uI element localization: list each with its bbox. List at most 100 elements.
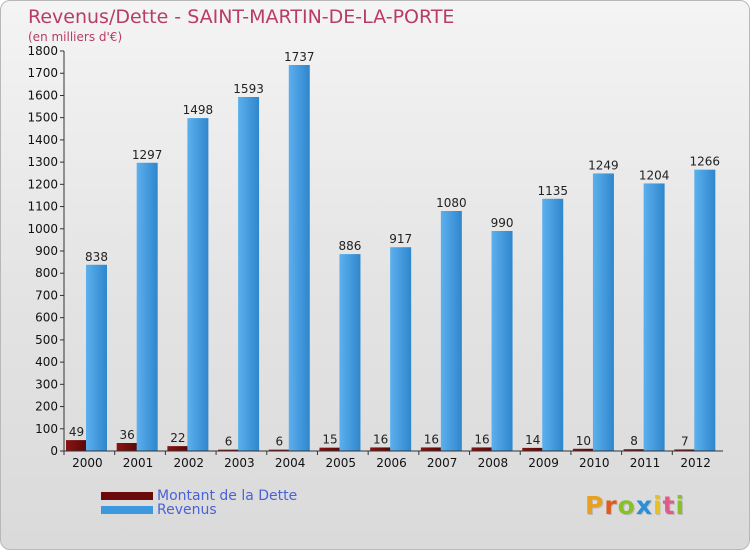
y-tick-label: 1800 xyxy=(27,44,58,58)
debt-value-label: 16 xyxy=(373,432,388,446)
revenue-bar xyxy=(288,65,310,451)
logo-letter: t xyxy=(662,491,676,520)
debt-bar xyxy=(623,449,645,451)
y-tick-label: 800 xyxy=(35,266,58,280)
bars-group: 49 838 36 1297 22 1498 6 1593 6 1737 15 886 16 917 16 1… xyxy=(66,50,720,451)
y-tick-label: 1400 xyxy=(27,133,58,147)
x-tick-label: 2011 xyxy=(630,456,661,470)
debt-value-label: 7 xyxy=(681,434,689,448)
chart-subtitle: (en milliers d'€) xyxy=(28,30,123,44)
y-tick-label: 500 xyxy=(35,333,58,347)
y-tick-label: 0 xyxy=(50,444,58,458)
y-tick-label: 400 xyxy=(35,355,58,369)
revenue-value-label: 1249 xyxy=(588,158,619,172)
debt-value-label: 15 xyxy=(322,433,337,447)
x-tick-label: 2012 xyxy=(680,456,711,470)
y-tick-label: 100 xyxy=(35,422,58,436)
proxiti-logo: Proxiti xyxy=(585,491,685,520)
x-tick-label: 2007 xyxy=(427,456,458,470)
logo-letter: i xyxy=(675,491,686,520)
revenue-value-label: 1593 xyxy=(233,82,264,96)
revenue-bar xyxy=(86,264,107,451)
revenue-bar xyxy=(390,247,412,451)
revenue-bar xyxy=(643,183,665,451)
debt-value-label: 49 xyxy=(69,425,84,439)
debt-bar xyxy=(167,446,189,451)
x-tick-label: 2006 xyxy=(376,456,407,470)
y-tick-label: 900 xyxy=(35,244,58,258)
revenue-bar xyxy=(592,173,614,451)
debt-value-label: 10 xyxy=(576,434,591,448)
legend-label-debt: Montant de la Dette xyxy=(157,487,298,504)
x-tick-label: 2001 xyxy=(123,456,154,470)
revenue-bar xyxy=(136,162,158,451)
x-tick-label: 2009 xyxy=(528,456,559,470)
y-tick-label: 1000 xyxy=(27,222,58,236)
logo-letter: x xyxy=(635,491,653,520)
legend-item-debt: Montant de la Dette xyxy=(101,487,298,504)
debt-bar xyxy=(471,447,493,451)
debt-bar xyxy=(370,447,392,451)
y-axis: 0 100 200 300 400 500 600 700 800 900 1000 1100 1200… xyxy=(27,44,65,458)
revenue-bar xyxy=(491,231,513,451)
debt-bar xyxy=(268,449,290,451)
debt-bar xyxy=(522,447,544,451)
logo-letter: P xyxy=(585,491,605,520)
y-tick-label: 1600 xyxy=(27,88,58,102)
debt-value-label: 8 xyxy=(630,434,638,448)
x-tick-label: 2004 xyxy=(275,456,306,470)
debt-bar xyxy=(218,449,240,451)
debt-value-label: 16 xyxy=(474,432,489,446)
revenue-value-label: 886 xyxy=(339,239,362,253)
revenue-bar xyxy=(339,254,361,451)
x-tick-label: 2010 xyxy=(579,456,610,470)
legend-swatch-revenue xyxy=(101,505,153,514)
logo-letter: i xyxy=(653,491,663,520)
y-tick-label: 600 xyxy=(35,311,58,325)
logo-letter: o xyxy=(617,491,636,520)
y-tick-label: 1200 xyxy=(27,177,58,191)
revenue-value-label: 917 xyxy=(389,232,412,246)
debt-value-label: 16 xyxy=(424,432,439,446)
revenue-value-label: 1080 xyxy=(436,196,467,210)
revenue-bar xyxy=(238,97,260,451)
debt-value-label: 14 xyxy=(525,433,540,447)
revenue-bar xyxy=(542,198,564,451)
legend-item-revenue: Revenus xyxy=(101,501,217,518)
x-tick-label: 2000 xyxy=(72,456,103,470)
revenue-value-label: 838 xyxy=(85,250,108,264)
y-tick-label: 1500 xyxy=(27,111,58,125)
x-tick-label: 2002 xyxy=(173,456,204,470)
legend-label-revenue: Revenus xyxy=(157,501,217,518)
revenue-value-label: 990 xyxy=(491,216,514,230)
debt-value-label: 6 xyxy=(225,435,233,449)
revenue-bar xyxy=(694,169,716,451)
revenue-value-label: 1135 xyxy=(537,184,568,198)
debt-bar xyxy=(420,447,442,451)
y-tick-label: 1100 xyxy=(27,200,58,214)
revenue-value-label: 1297 xyxy=(132,148,163,162)
x-tick-label: 2008 xyxy=(478,456,509,470)
revenue-value-label: 1498 xyxy=(183,103,214,117)
revenue-value-label: 1737 xyxy=(284,50,315,64)
revenue-bar xyxy=(440,211,462,451)
debt-bar xyxy=(572,448,594,451)
debt-bar xyxy=(66,440,87,451)
revenue-value-label: 1204 xyxy=(639,168,670,182)
debt-value-label: 36 xyxy=(120,428,135,442)
debt-value-label: 6 xyxy=(275,435,283,449)
y-tick-label: 200 xyxy=(35,400,58,414)
x-tick-label: 2003 xyxy=(224,456,255,470)
debt-bar xyxy=(319,447,341,451)
revenue-bar xyxy=(187,118,209,451)
chart-title: Revenus/Dette - SAINT-MARTIN-DE-LA-PORTE xyxy=(28,6,455,28)
y-tick-label: 1700 xyxy=(27,66,58,80)
debt-bar xyxy=(674,449,696,451)
revenue-value-label: 1266 xyxy=(690,155,721,169)
x-tick-label: 2005 xyxy=(326,456,357,470)
x-axis: 2000 2001 2002 2003 2004 2005 2006 2007 2008 2009… xyxy=(63,450,723,470)
debt-value-label: 22 xyxy=(170,431,185,445)
y-tick-label: 300 xyxy=(35,377,58,391)
